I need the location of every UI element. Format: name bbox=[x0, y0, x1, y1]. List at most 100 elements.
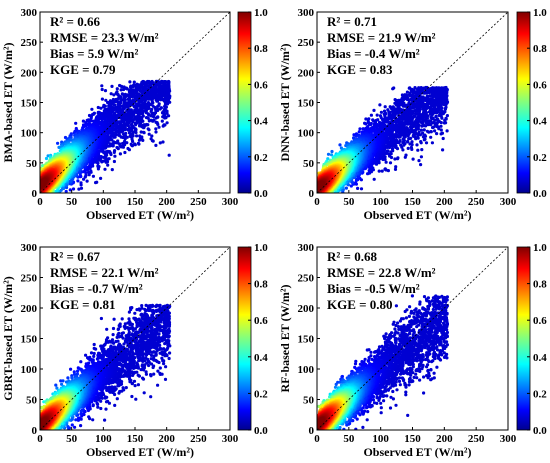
density-point bbox=[106, 163, 110, 167]
density-point bbox=[118, 152, 122, 156]
density-point bbox=[88, 163, 92, 167]
density-point bbox=[89, 169, 93, 173]
density-point bbox=[84, 173, 88, 177]
density-point bbox=[115, 145, 119, 150]
density-point bbox=[146, 127, 150, 131]
density-point bbox=[64, 189, 68, 193]
density-point bbox=[128, 134, 132, 138]
density-point bbox=[167, 114, 171, 118]
density-point bbox=[81, 119, 85, 123]
density-point bbox=[122, 132, 126, 136]
density-point bbox=[119, 88, 123, 92]
density-point bbox=[113, 149, 117, 153]
density-point bbox=[113, 154, 117, 158]
density-point bbox=[68, 188, 72, 192]
density-point bbox=[110, 84, 114, 88]
density-point bbox=[161, 140, 165, 144]
density-point bbox=[142, 130, 146, 134]
density-point bbox=[135, 102, 139, 106]
density-point bbox=[157, 102, 161, 106]
density-point bbox=[154, 98, 158, 102]
density-point bbox=[94, 181, 98, 185]
density-point bbox=[74, 121, 78, 125]
density-point bbox=[102, 105, 106, 109]
density-point bbox=[133, 121, 137, 125]
density-point bbox=[162, 107, 166, 112]
density-point bbox=[122, 87, 126, 92]
density-point bbox=[132, 80, 136, 84]
density-point bbox=[71, 187, 76, 191]
density-point bbox=[161, 115, 165, 119]
density-point bbox=[89, 119, 93, 123]
density-point bbox=[154, 143, 158, 147]
density-point bbox=[154, 127, 158, 131]
density-point bbox=[86, 170, 91, 175]
density-point bbox=[41, 164, 45, 168]
density-point bbox=[100, 87, 104, 92]
density-point bbox=[110, 168, 114, 172]
density-point bbox=[115, 87, 119, 91]
density-point bbox=[109, 92, 113, 96]
density-point bbox=[96, 164, 100, 168]
density-point bbox=[138, 134, 142, 138]
density-point bbox=[79, 186, 84, 190]
density-point bbox=[46, 154, 50, 158]
density-point bbox=[150, 107, 154, 112]
density-point bbox=[100, 97, 104, 101]
density-point bbox=[108, 142, 112, 146]
density-point bbox=[138, 123, 142, 127]
density-point bbox=[56, 141, 60, 145]
density-point bbox=[104, 158, 108, 162]
density-point bbox=[139, 130, 143, 134]
density-point bbox=[138, 89, 143, 93]
density-point bbox=[104, 98, 108, 102]
density-point bbox=[85, 179, 89, 183]
density-point bbox=[61, 186, 65, 190]
density-point bbox=[79, 181, 83, 185]
density-point bbox=[127, 131, 132, 135]
density-point bbox=[135, 110, 139, 114]
density-point bbox=[99, 106, 103, 110]
density-point bbox=[96, 105, 100, 110]
density-point bbox=[131, 98, 135, 102]
density-point bbox=[150, 134, 154, 138]
density-point bbox=[165, 111, 169, 115]
density-point bbox=[146, 102, 150, 106]
density-point bbox=[123, 139, 127, 143]
density-point bbox=[136, 141, 140, 145]
density-point bbox=[158, 141, 162, 145]
density-point bbox=[126, 127, 130, 131]
density-point bbox=[91, 174, 95, 178]
density-point bbox=[90, 107, 94, 111]
density-point bbox=[103, 167, 107, 171]
density-point bbox=[165, 121, 169, 125]
density-point bbox=[112, 159, 116, 164]
density-point bbox=[128, 91, 132, 95]
density-point bbox=[112, 93, 116, 97]
density-point bbox=[112, 103, 116, 107]
density-point bbox=[161, 124, 165, 128]
density-point bbox=[163, 102, 167, 106]
density-point bbox=[129, 123, 134, 127]
density-point bbox=[135, 134, 139, 138]
density-point bbox=[167, 153, 171, 157]
density-point bbox=[160, 119, 164, 123]
density-point bbox=[77, 187, 81, 191]
density-point bbox=[147, 132, 151, 136]
density-point bbox=[133, 142, 137, 146]
density-point bbox=[154, 116, 158, 120]
density-point bbox=[158, 107, 162, 111]
density-point bbox=[106, 100, 110, 105]
density-point bbox=[129, 142, 133, 146]
density-points bbox=[40, 79, 172, 193]
density-point bbox=[44, 156, 49, 161]
density-point bbox=[99, 176, 103, 180]
density-point bbox=[119, 98, 123, 102]
density-point bbox=[149, 137, 153, 141]
density-point bbox=[160, 111, 165, 115]
density-point bbox=[138, 137, 142, 141]
density-point bbox=[151, 104, 155, 108]
density-point bbox=[147, 119, 151, 123]
density-point bbox=[154, 120, 158, 124]
